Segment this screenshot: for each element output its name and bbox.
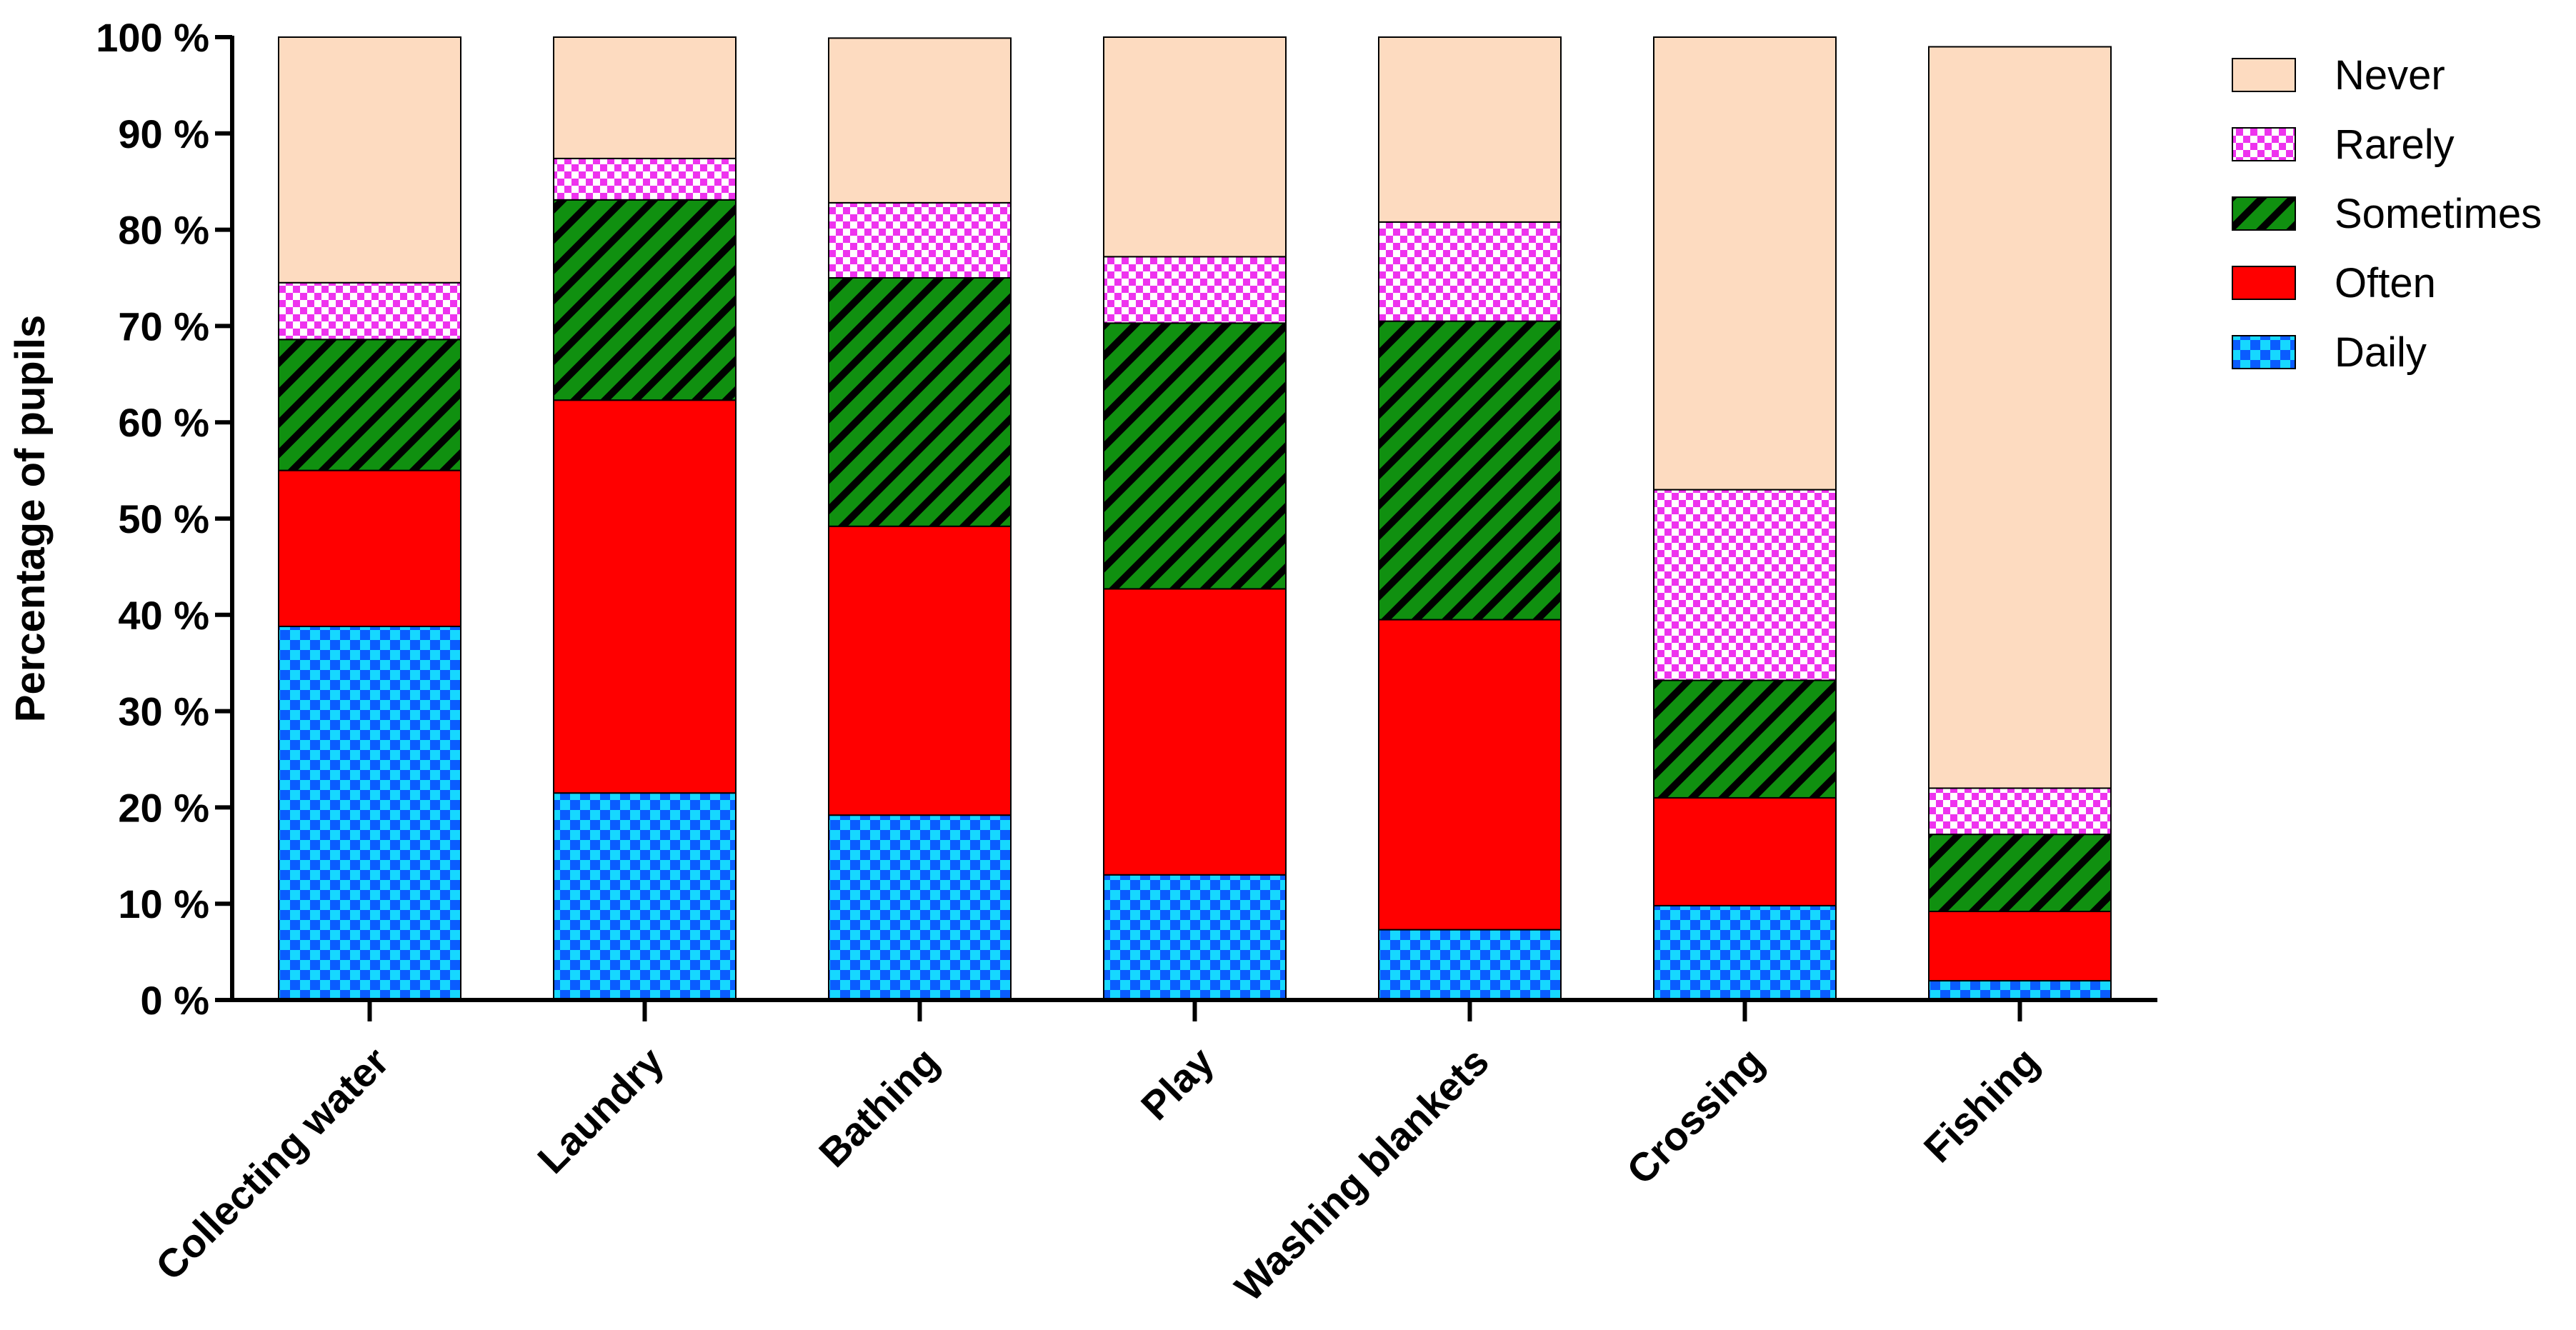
- bar-segment-never-5: [1653, 36, 1837, 491]
- x-tick-label: Bathing: [810, 1039, 947, 1176]
- y-tick-label: 60 %: [118, 400, 209, 445]
- bar-segment-never-2: [828, 37, 1012, 204]
- legend-swatch-often: [2232, 266, 2296, 300]
- bar-segment-often-3: [1103, 588, 1287, 876]
- x-tick-label: Crossing: [1618, 1039, 1772, 1193]
- bar-segment-rarely-5: [1653, 489, 1837, 681]
- bar-segment-daily-2: [828, 814, 1012, 1001]
- legend-swatch-never: [2232, 58, 2296, 92]
- y-tick-label: 80 %: [118, 208, 209, 253]
- bar-segment-rarely-0: [278, 281, 461, 341]
- bar-segment-often-4: [1378, 619, 1562, 931]
- legend-label-never: Never: [2335, 52, 2445, 99]
- x-tick-label: Fishing: [1915, 1039, 2047, 1171]
- y-tick-label: 0 %: [141, 978, 210, 1023]
- y-tick-label: 20 %: [118, 785, 209, 830]
- bar-segment-sometimes-6: [1928, 834, 2112, 912]
- bar-segment-often-2: [828, 525, 1012, 816]
- bar-segment-daily-0: [278, 625, 461, 1001]
- x-tick-label: Play: [1132, 1039, 1222, 1129]
- bar-segment-never-3: [1103, 36, 1287, 258]
- bar-segment-daily-3: [1103, 874, 1287, 1001]
- y-tick-label: 50 %: [118, 496, 209, 541]
- y-tick-label: 10 %: [118, 881, 209, 926]
- bar-segment-never-0: [278, 36, 461, 284]
- bar-segment-often-5: [1653, 796, 1837, 906]
- bar-segment-rarely-4: [1378, 221, 1562, 322]
- bar-segment-sometimes-0: [278, 339, 461, 471]
- bars: [278, 36, 2112, 1001]
- legend-label-sometimes: Sometimes: [2335, 191, 2542, 237]
- bar-segment-often-6: [1928, 910, 2112, 982]
- bar-segment-never-1: [553, 36, 737, 159]
- bar-segment-daily-1: [553, 792, 737, 1001]
- bar-segment-rarely-2: [828, 201, 1012, 279]
- bar-segment-rarely-3: [1103, 256, 1287, 324]
- bar-segment-sometimes-1: [553, 199, 737, 401]
- bar-segment-often-1: [553, 399, 737, 794]
- bar-segment-sometimes-2: [828, 277, 1012, 527]
- bar-segment-sometimes-3: [1103, 322, 1287, 590]
- legend-label-rarely: Rarely: [2335, 121, 2455, 168]
- x-tick-label: Collecting water: [147, 1039, 397, 1289]
- y-tick-label: 100 %: [96, 15, 209, 60]
- y-tick-label: 30 %: [118, 689, 209, 734]
- x-tick-label: Laundry: [529, 1039, 672, 1182]
- legend-swatch-daily: [2232, 335, 2296, 369]
- y-tick-label: 40 %: [118, 593, 209, 638]
- bar-segment-sometimes-5: [1653, 679, 1837, 799]
- bar-segment-daily-5: [1653, 904, 1837, 1001]
- bar-segment-rarely-1: [553, 157, 737, 201]
- y-tick-label: 90 %: [118, 111, 209, 156]
- y-tick-label: 70 %: [118, 304, 209, 349]
- legend-label-daily: Daily: [2335, 329, 2427, 376]
- x-tick-label: Washing blankets: [1226, 1039, 1497, 1310]
- y-axis-title: Percentage of pupils: [7, 315, 54, 722]
- legend-swatch-sometimes: [2232, 196, 2296, 231]
- bar-segment-daily-6: [1928, 980, 2112, 1001]
- legend: Never Rarely Sometimes Often Daily: [2232, 52, 2542, 376]
- bar-segment-never-4: [1378, 36, 1562, 223]
- legend-swatch-rarely: [2232, 127, 2296, 161]
- bar-segment-rarely-6: [1928, 787, 2112, 836]
- bar-segment-daily-4: [1378, 929, 1562, 1001]
- bar-segment-often-0: [278, 469, 461, 627]
- legend-label-often: Often: [2335, 260, 2436, 306]
- bar-segment-sometimes-4: [1378, 320, 1562, 621]
- bar-segment-never-6: [1928, 46, 2112, 789]
